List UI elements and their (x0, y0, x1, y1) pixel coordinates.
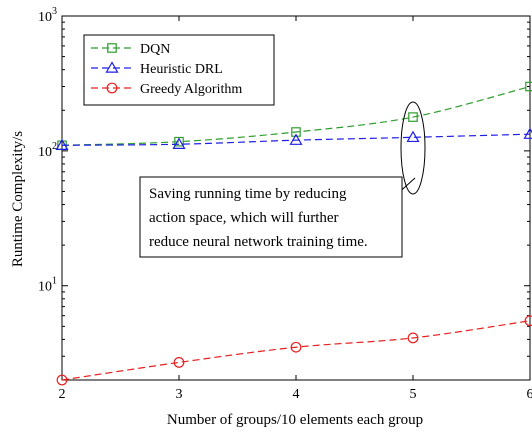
legend-marker-2 (106, 82, 118, 94)
data-point-1 (523, 127, 532, 139)
data-point-2 (56, 374, 68, 386)
annotation-box (139, 176, 403, 258)
data-point-0 (408, 112, 418, 122)
annotation-text-line: reduce neural network training time. (149, 234, 368, 250)
y-tick-label: 101 (38, 276, 57, 295)
x-tick-label: 5 (410, 387, 417, 402)
data-point-1 (406, 130, 420, 143)
data-point-0 (525, 81, 532, 92)
x-tick-label: 6 (527, 387, 532, 402)
data-point-1 (55, 138, 69, 151)
annotation-text-line: Saving running time by reducing (149, 186, 347, 202)
y-tick-label: 103 (38, 6, 57, 25)
y-axis-label: Runtime Complexity/s (10, 131, 26, 267)
data-point-1 (289, 133, 303, 145)
annotation-ellipse (400, 101, 426, 195)
x-axis-label: Number of groups/10 elements each group (167, 412, 423, 428)
legend-label-2: Greedy Algorithm (140, 82, 242, 97)
x-tick-label: 4 (293, 387, 300, 402)
data-point-0 (174, 136, 184, 147)
legend-marker-0 (107, 43, 117, 53)
legend-label-1: Heuristic DRL (140, 62, 223, 77)
axis-labels: Number of groups/10 elements each group … (10, 131, 423, 428)
series-layer (55, 81, 532, 386)
data-point-2 (290, 341, 302, 353)
y-tick-label: 102 (38, 141, 57, 160)
legend-label-0: DQN (140, 42, 170, 57)
data-point-0 (291, 127, 301, 137)
series-line-2 (61, 320, 531, 381)
annotation-text-line: action space, which will further (149, 210, 339, 226)
legend-marker-1 (105, 61, 119, 73)
data-point-1 (172, 137, 186, 149)
axis-ticks: 2 3 4 5 6 101 102 103 (38, 6, 532, 402)
data-point-2 (524, 315, 532, 327)
annotation: Saving running time by reducing action sp… (139, 101, 426, 258)
x-tick-label: 2 (59, 387, 66, 402)
legend: DQN Heuristic DRL Greedy Algorithm (83, 34, 275, 106)
x-tick-label: 3 (176, 387, 183, 402)
series-line-0 (61, 85, 531, 146)
data-point-2 (407, 332, 419, 344)
data-point-2 (173, 357, 185, 368)
series-line-1 (61, 133, 531, 146)
